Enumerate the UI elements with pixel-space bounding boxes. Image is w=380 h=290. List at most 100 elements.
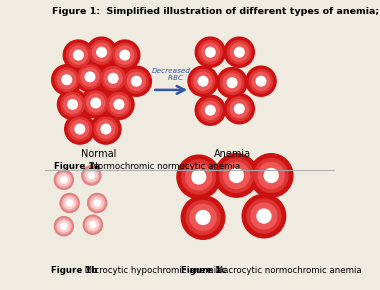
Circle shape	[217, 68, 247, 98]
Circle shape	[220, 71, 244, 95]
Circle shape	[249, 69, 273, 93]
Circle shape	[224, 37, 254, 67]
Circle shape	[227, 78, 237, 88]
Circle shape	[84, 91, 108, 115]
Circle shape	[61, 223, 67, 229]
Circle shape	[91, 98, 101, 108]
Circle shape	[86, 217, 100, 232]
Circle shape	[88, 172, 95, 179]
Circle shape	[90, 195, 104, 211]
Circle shape	[97, 120, 115, 138]
Circle shape	[57, 89, 88, 119]
Circle shape	[94, 117, 118, 141]
Text: : Microcytic hypochromic anemia: : Microcytic hypochromic anemia	[79, 266, 222, 275]
Circle shape	[61, 93, 84, 116]
Circle shape	[242, 194, 286, 238]
Text: Normal: Normal	[81, 149, 116, 159]
Circle shape	[198, 98, 222, 122]
Circle shape	[54, 217, 73, 236]
Circle shape	[81, 88, 111, 118]
Circle shape	[97, 47, 106, 57]
Circle shape	[246, 66, 276, 96]
Circle shape	[92, 43, 111, 61]
Circle shape	[62, 75, 71, 85]
Circle shape	[125, 69, 148, 93]
Circle shape	[196, 211, 210, 224]
Circle shape	[73, 50, 83, 60]
Circle shape	[87, 94, 105, 112]
Circle shape	[69, 46, 87, 64]
Circle shape	[228, 97, 251, 121]
Text: Decreased
    RBC: Decreased RBC	[152, 68, 191, 81]
Circle shape	[107, 93, 131, 116]
Circle shape	[198, 40, 222, 64]
Circle shape	[83, 215, 103, 234]
Circle shape	[230, 168, 243, 182]
Circle shape	[75, 124, 85, 134]
Circle shape	[63, 40, 93, 70]
Circle shape	[195, 37, 225, 67]
Circle shape	[190, 204, 216, 231]
Text: Anemia: Anemia	[214, 149, 251, 159]
Circle shape	[55, 68, 79, 92]
Circle shape	[206, 47, 215, 57]
Circle shape	[82, 166, 101, 185]
Circle shape	[54, 170, 73, 189]
Circle shape	[64, 197, 75, 209]
Circle shape	[188, 66, 218, 96]
Circle shape	[223, 162, 249, 188]
Circle shape	[58, 174, 70, 186]
Circle shape	[257, 209, 271, 223]
Circle shape	[201, 43, 219, 61]
Circle shape	[58, 71, 76, 89]
Circle shape	[52, 65, 82, 95]
Circle shape	[195, 95, 225, 125]
Circle shape	[101, 124, 111, 134]
Circle shape	[127, 72, 146, 90]
Circle shape	[68, 99, 78, 109]
Circle shape	[66, 43, 90, 67]
Circle shape	[66, 200, 73, 206]
Circle shape	[252, 72, 270, 90]
Circle shape	[104, 69, 122, 87]
Circle shape	[94, 200, 100, 206]
Circle shape	[84, 168, 99, 183]
Text: Figure 1c: Figure 1c	[181, 266, 227, 275]
Circle shape	[206, 105, 215, 115]
Circle shape	[87, 219, 98, 231]
Circle shape	[60, 193, 79, 213]
Circle shape	[65, 114, 95, 144]
Circle shape	[186, 164, 212, 190]
Circle shape	[215, 154, 258, 197]
Circle shape	[58, 220, 70, 232]
Text: Figure 1b: Figure 1b	[51, 266, 97, 275]
Circle shape	[181, 196, 225, 239]
Text: Figure 1:  Simplified illustration of different types of anemia;  see descriptio: Figure 1: Simplified illustration of dif…	[52, 7, 380, 16]
Circle shape	[198, 76, 208, 86]
Circle shape	[131, 76, 141, 86]
Circle shape	[81, 68, 99, 86]
Circle shape	[219, 158, 253, 193]
Circle shape	[194, 72, 212, 90]
Circle shape	[247, 199, 281, 233]
Circle shape	[251, 203, 277, 229]
Circle shape	[56, 172, 71, 187]
Circle shape	[75, 62, 105, 92]
Circle shape	[116, 46, 134, 64]
Circle shape	[78, 65, 102, 89]
Circle shape	[90, 222, 96, 228]
Text: : Macrocytic normochromic anemia: : Macrocytic normochromic anemia	[210, 266, 361, 275]
Circle shape	[177, 155, 220, 199]
Circle shape	[191, 69, 215, 93]
Circle shape	[254, 158, 288, 193]
Circle shape	[234, 104, 244, 114]
Circle shape	[201, 101, 219, 119]
Circle shape	[92, 197, 103, 209]
Circle shape	[104, 89, 134, 119]
Circle shape	[87, 37, 117, 67]
Circle shape	[234, 47, 244, 57]
Circle shape	[71, 120, 89, 138]
Circle shape	[230, 100, 249, 118]
Circle shape	[88, 193, 107, 213]
Circle shape	[113, 43, 136, 67]
